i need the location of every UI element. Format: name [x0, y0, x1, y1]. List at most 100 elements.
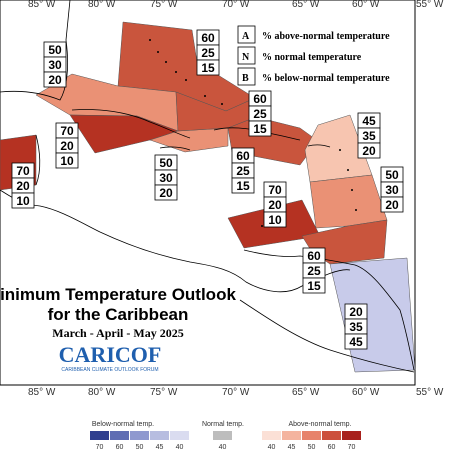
scale-swatch: [213, 431, 232, 440]
island-dot: [149, 39, 151, 41]
lon-label-top: 75° W: [150, 0, 178, 10]
puerto-rico-coast: [307, 144, 331, 148]
legend-text: % above-normal temperature: [262, 31, 390, 42]
lon-label-bottom: 75° W: [150, 387, 178, 398]
stack-box: [231, 177, 255, 194]
scale-tick-label: 60: [116, 444, 124, 450]
stack-value-b: 10: [268, 213, 282, 227]
scale-swatch: [302, 431, 321, 440]
percent-legend: A % above-normal temperature N % normal …: [237, 25, 390, 86]
legend-key-box: [237, 46, 256, 65]
stack-value-a: 60: [253, 92, 267, 106]
scale-tick-label: 45: [288, 444, 296, 450]
island-dot: [221, 103, 223, 105]
scale-tick-label: 50: [136, 444, 144, 450]
stack-value-a: 60: [201, 31, 215, 45]
stack-value-b: 10: [60, 154, 74, 168]
lon-label-top: 85° W: [28, 0, 56, 10]
stack-value-a: 60: [307, 249, 321, 263]
stack-value-n: 25: [201, 46, 215, 60]
scale-swatch: [130, 431, 149, 440]
stack-box: [344, 333, 368, 350]
lon-label-bottom: 65° W: [292, 387, 320, 398]
zone-jamaica: [149, 127, 229, 153]
lon-label-top: 65° W: [292, 0, 320, 10]
scale-swatch: [170, 431, 189, 440]
coastlines: [0, 0, 415, 373]
stack-value-a: 70: [60, 124, 74, 138]
forecast-period: March - April - May 2025: [52, 326, 183, 340]
longitude-axis: 85° W 80° W 75° W 70° W 65° W 60° W 55° …: [28, 0, 444, 398]
stack-value-a: 50: [385, 168, 399, 182]
stack-value-a: 70: [16, 164, 30, 178]
scale-swatch: [90, 431, 109, 440]
stack-value-a: 70: [268, 183, 282, 197]
stack-value-n: 35: [349, 320, 363, 334]
scale-tick-label: 70: [96, 444, 104, 450]
small-islands: [149, 39, 357, 227]
south-america-interior: [239, 299, 415, 373]
island-dot: [347, 169, 349, 171]
stack-value-b: 20: [159, 186, 173, 200]
scale-tick-label: 60: [328, 444, 336, 450]
florida-coast: [0, 0, 71, 101]
title-block: inimum Temperature Outlook for the Carib…: [0, 285, 236, 340]
legend-key: A: [242, 31, 250, 42]
caricof-logo: CARICOF CARIBBEAN CLIMATE OUTLOOK FORUM: [44, 340, 176, 373]
stack-box: [43, 71, 67, 88]
stack-value-b: 10: [16, 194, 30, 208]
stack-value-a: 45: [362, 114, 376, 128]
scale-above-title: Above-normal temp.: [288, 421, 351, 428]
stack-box: [357, 142, 381, 159]
scale-tick-label: 40: [268, 444, 276, 450]
legend-key-box: [237, 67, 256, 86]
island-dot: [355, 209, 357, 211]
scale-swatch: [282, 431, 301, 440]
stack-value-n: 30: [48, 58, 62, 72]
stack-box: [55, 152, 79, 169]
stack-value-b: 15: [236, 179, 250, 193]
map-title-line2: for the Caribbean: [48, 305, 189, 324]
island-dot: [261, 225, 263, 227]
lon-label-bottom: 55° W: [416, 387, 444, 398]
scale-below-title: Below-normal temp.: [92, 421, 154, 428]
stack-box: [196, 59, 220, 76]
stack-value-n: 35: [362, 129, 376, 143]
lon-label-top: 60° W: [352, 0, 380, 10]
stack-value-n: 20: [16, 179, 30, 193]
central-america-coast: [0, 189, 351, 293]
legend-key-box: [237, 25, 256, 44]
island-dot: [165, 61, 167, 63]
stack-value-a: 50: [48, 43, 62, 57]
stack-value-b: 20: [385, 198, 399, 212]
probability-stacks: 6025155030207020107020105030206025156025…: [11, 29, 404, 350]
stack-value-a: 20: [349, 305, 363, 319]
scale-tick-label: 40: [219, 444, 227, 450]
lon-label-top: 80° W: [88, 0, 116, 10]
scale-tick-label: 40: [176, 444, 184, 450]
stack-box: [302, 277, 326, 294]
scale-swatch: [110, 431, 129, 440]
color-scale: Below-normal temp. Normal temp. Above-no…: [90, 421, 361, 450]
stack-value-n: 30: [159, 171, 173, 185]
scale-swatches: 70 60 50 45 40 40 40 45 50 60 70: [90, 431, 361, 450]
lon-label-top: 70° W: [222, 0, 250, 10]
legend-key: N: [242, 52, 250, 63]
scale-tick-label: 70: [348, 444, 356, 450]
logo-wordmark: CARICOF: [59, 342, 162, 367]
stack-value-b: 20: [48, 73, 62, 87]
scale-swatch: [262, 431, 281, 440]
island-dot: [185, 79, 187, 81]
stack-value-b: 45: [349, 335, 363, 349]
stack-value-a: 50: [159, 156, 173, 170]
stack-box: [11, 192, 35, 209]
venezuela-coast: [243, 249, 415, 371]
island-dot: [339, 149, 341, 151]
island-dot: [175, 71, 177, 73]
lon-label-bottom: 60° W: [352, 387, 380, 398]
stack-value-n: 20: [268, 198, 282, 212]
stack-box: [263, 211, 287, 228]
scale-tick-label: 45: [156, 444, 164, 450]
stack-value-n: 25: [253, 107, 267, 121]
